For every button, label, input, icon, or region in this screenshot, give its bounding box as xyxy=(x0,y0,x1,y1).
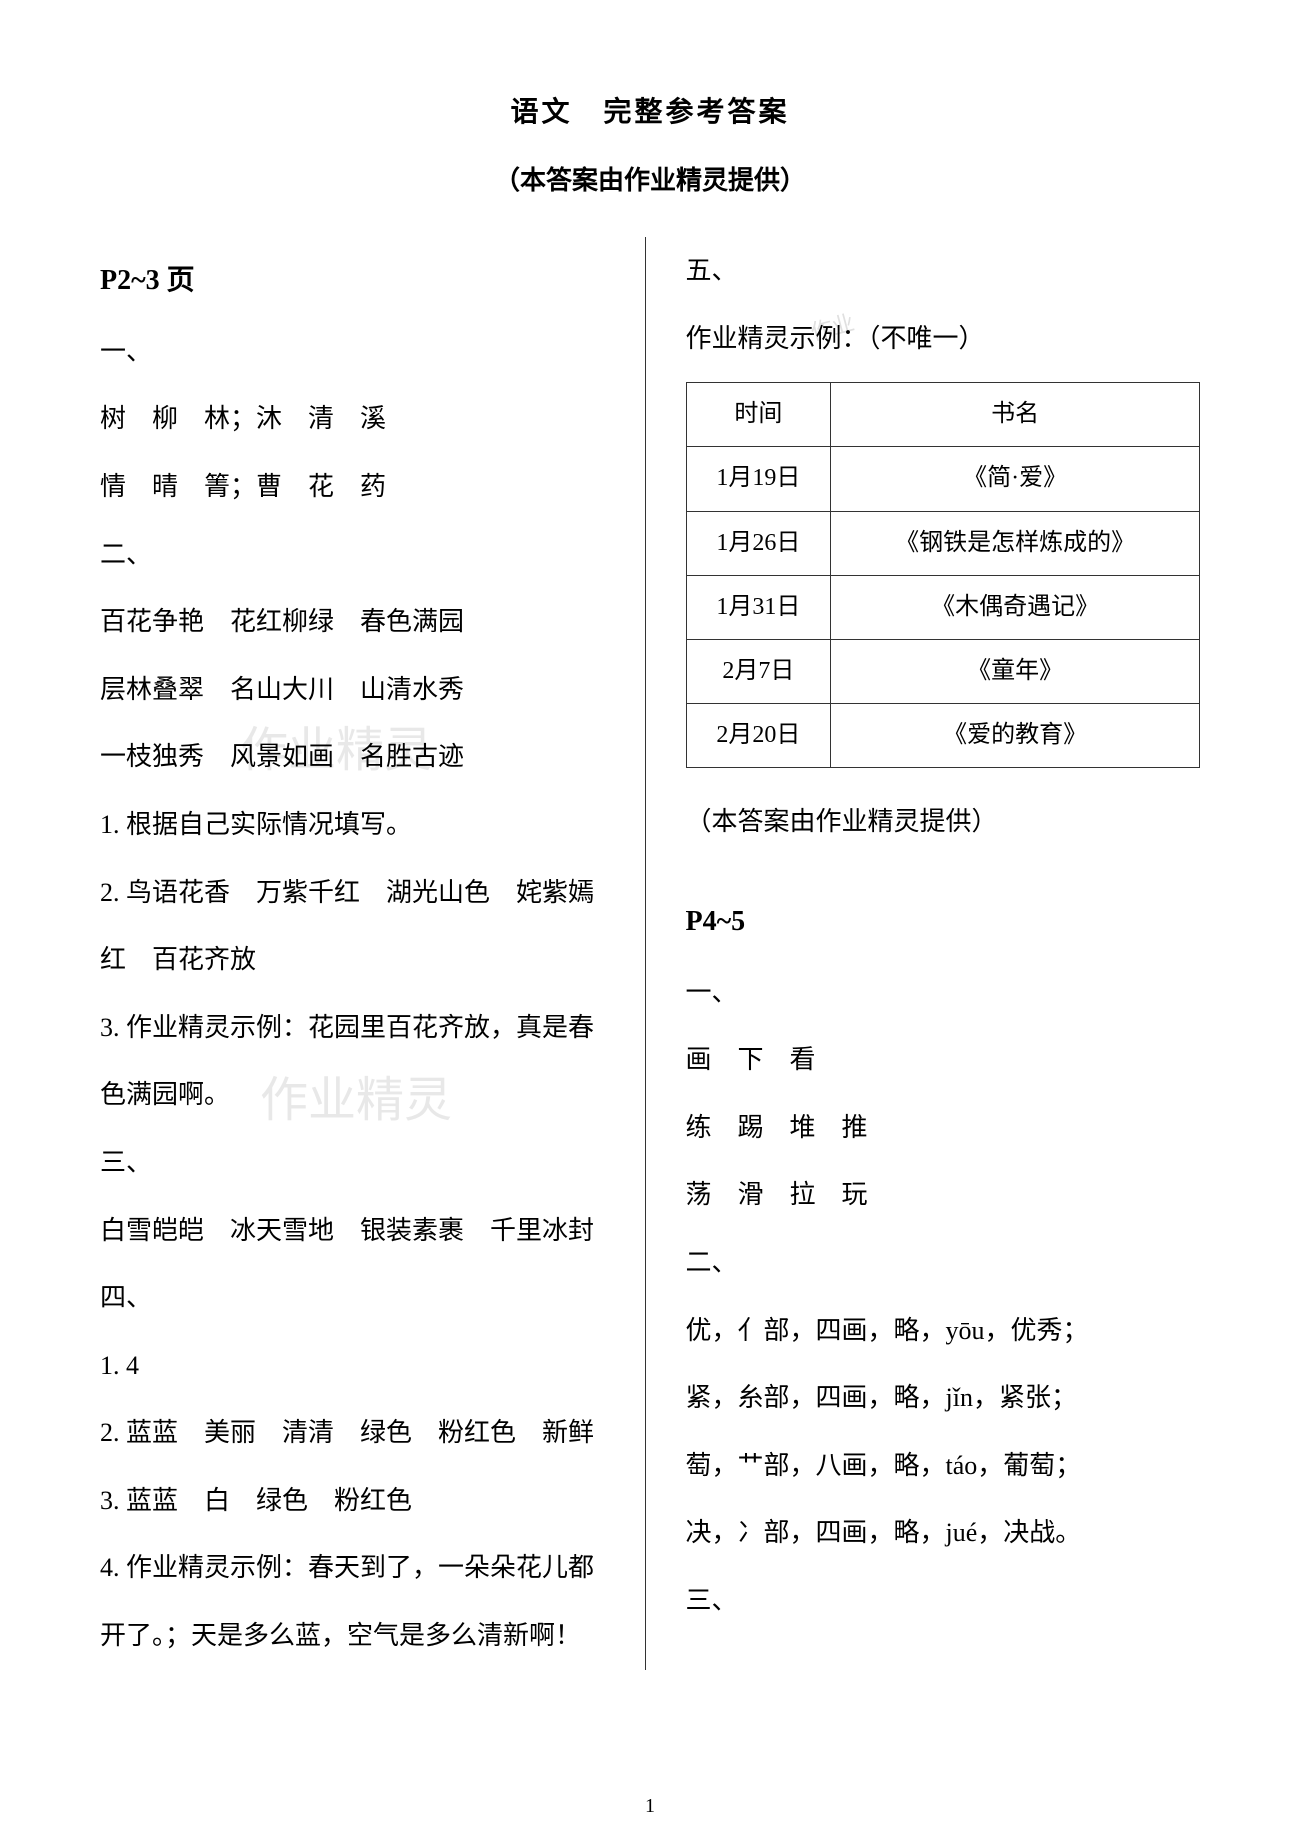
text-line: 一枝独秀 风景如画 名胜古迹 xyxy=(100,723,615,791)
page-reference: P2~3 页 xyxy=(100,245,615,318)
text-line: 情 晴 箐；曹 花 药 xyxy=(100,453,615,521)
table-row: 1月19日 《简·爱》 xyxy=(686,447,1200,511)
text-line: 百花争艳 花红柳绿 春色满园 xyxy=(100,588,615,656)
page-content: 语文 完整参考答案 （本答案由作业精灵提供） P2~3 页 一、 树 柳 林；沐… xyxy=(100,90,1200,1670)
text-line: 决，冫部，四画，略，jué，决战。 xyxy=(686,1499,1201,1567)
text-line: 2. 蓝蓝 美丽 清清 绿色 粉红色 新鲜 xyxy=(100,1399,615,1467)
text-line: （本答案由作业精灵提供） xyxy=(686,788,1201,856)
table-cell: 《钢铁是怎样炼成的》 xyxy=(831,511,1200,575)
section-label: 五、 xyxy=(686,237,1201,305)
text-line: 色满园啊。 xyxy=(100,1061,615,1129)
table-row: 1月31日 《木偶奇遇记》 xyxy=(686,575,1200,639)
section-label: 四、 xyxy=(100,1264,615,1332)
page-reference: P4~5 xyxy=(686,886,1201,959)
text-line: 树 柳 林；沐 清 溪 xyxy=(100,385,615,453)
text-line: 作业精灵示例：（不唯一） xyxy=(686,305,1201,373)
title-section: 语文 完整参考答案 （本答案由作业精灵提供） xyxy=(100,90,1200,197)
table-cell: 《木偶奇遇记》 xyxy=(831,575,1200,639)
table-cell: 《童年》 xyxy=(831,639,1200,703)
text-line: 荡 滑 拉 玩 xyxy=(686,1161,1201,1229)
text-line: 画 下 看 xyxy=(686,1026,1201,1094)
text-line: 2. 鸟语花香 万紫千红 湖光山色 姹紫嫣 xyxy=(100,859,615,927)
table-cell: 1月19日 xyxy=(686,447,831,511)
text-line: 练 踢 堆 推 xyxy=(686,1094,1201,1162)
subtitle: （本答案由作业精灵提供） xyxy=(100,160,1200,197)
table-row: 1月26日 《钢铁是怎样炼成的》 xyxy=(686,511,1200,575)
right-column: 五、 作业精灵示例：（不唯一） 时间 书名 1月19日 《简·爱》 1月26日 xyxy=(686,237,1201,1670)
main-title: 语文 完整参考答案 xyxy=(100,90,1200,130)
table-cell: 《简·爱》 xyxy=(831,447,1200,511)
text-line: 层林叠翠 名山大川 山清水秀 xyxy=(100,656,615,724)
text-line: 4. 作业精灵示例：春天到了，一朵朵花儿都 xyxy=(100,1534,615,1602)
table-row: 2月7日 《童年》 xyxy=(686,639,1200,703)
text-line: 优，亻部，四画，略，yōu，优秀； xyxy=(686,1297,1201,1365)
section-label: 二、 xyxy=(100,521,615,589)
table-cell: 1月26日 xyxy=(686,511,831,575)
table-cell: 2月7日 xyxy=(686,639,831,703)
table-header-cell: 书名 xyxy=(831,383,1200,447)
table-cell: 2月20日 xyxy=(686,704,831,768)
text-line: 3. 作业精灵示例：花园里百花齐放，真是春 xyxy=(100,994,615,1062)
text-line: 白雪皑皑 冰天雪地 银装素裹 千里冰封 xyxy=(100,1197,615,1265)
text-line: 1. 根据自己实际情况填写。 xyxy=(100,791,615,859)
section-label: 三、 xyxy=(100,1129,615,1197)
table-cell: 1月31日 xyxy=(686,575,831,639)
table-cell: 《爱的教育》 xyxy=(831,704,1200,768)
table-row: 2月20日 《爱的教育》 xyxy=(686,704,1200,768)
two-column-layout: P2~3 页 一、 树 柳 林；沐 清 溪 情 晴 箐；曹 花 药 二、 百花争… xyxy=(100,237,1200,1670)
section-label: 二、 xyxy=(686,1229,1201,1297)
section-label: 一、 xyxy=(686,959,1201,1027)
text-line: 紧，糸部，四画，略，jǐn，紧张； xyxy=(686,1364,1201,1432)
text-line: 1. 4 xyxy=(100,1332,615,1400)
table-header-row: 时间 书名 xyxy=(686,383,1200,447)
text-line: 红 百花齐放 xyxy=(100,926,615,994)
section-label: 一、 xyxy=(100,318,615,386)
table-header-cell: 时间 xyxy=(686,383,831,447)
text-line: 萄，艹部，八画，略，táo，葡萄； xyxy=(686,1432,1201,1500)
section-label: 三、 xyxy=(686,1567,1201,1635)
reading-schedule-table: 时间 书名 1月19日 《简·爱》 1月26日 《钢铁是怎样炼成的》 1月31日 xyxy=(686,382,1201,768)
text-line: 开了。；天是多么蓝，空气是多么清新啊！ xyxy=(100,1602,615,1670)
text-line: 3. 蓝蓝 白 绿色 粉红色 xyxy=(100,1467,615,1535)
left-column: P2~3 页 一、 树 柳 林；沐 清 溪 情 晴 箐；曹 花 药 二、 百花争… xyxy=(100,237,646,1670)
page-number: 1 xyxy=(645,1795,655,1818)
